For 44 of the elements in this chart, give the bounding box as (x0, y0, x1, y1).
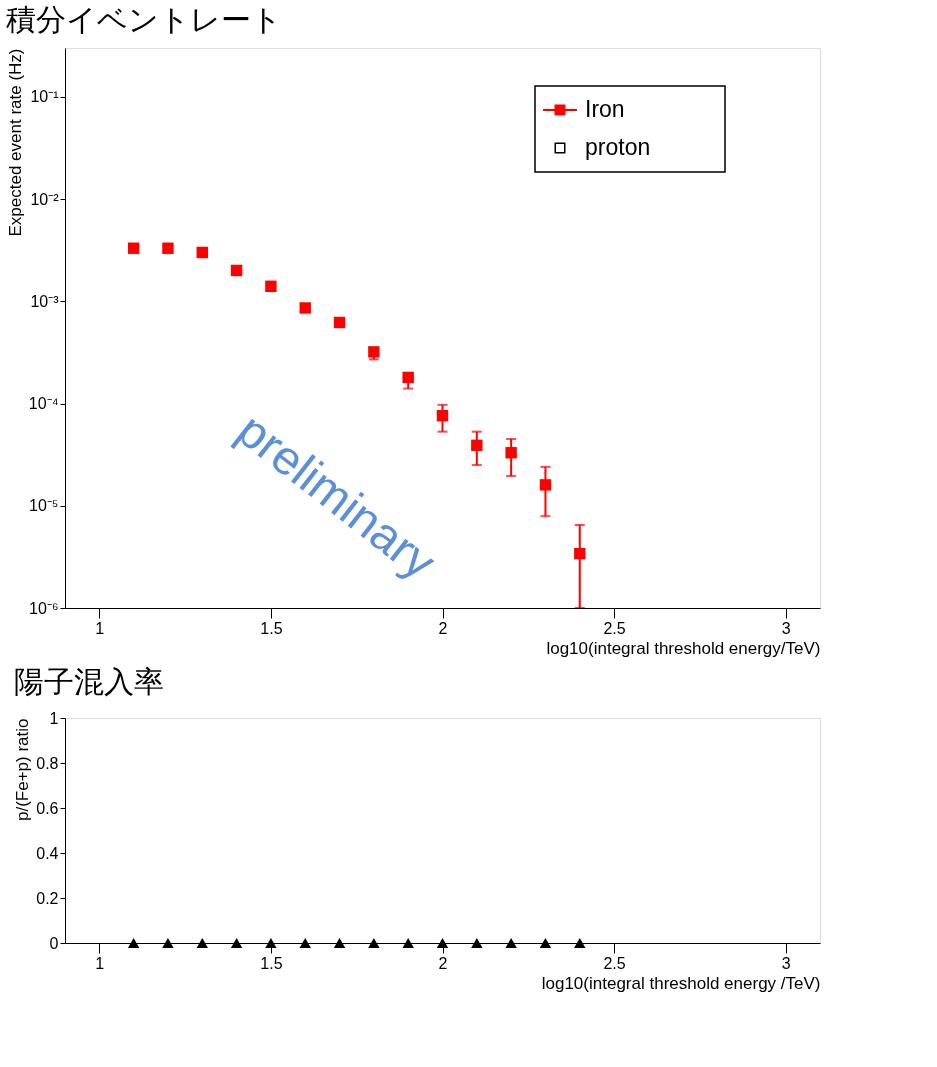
x-tick-label: 2 (438, 954, 448, 972)
legend-label: proton (585, 134, 651, 160)
y-tick-label: 10⁻⁴ (28, 395, 59, 413)
legend-label: Iron (585, 96, 625, 122)
point (368, 346, 380, 358)
point (505, 447, 517, 459)
x-tick-label: 1 (95, 954, 105, 972)
y-tick-label: 10⁻⁵ (29, 497, 59, 515)
x-tick-label: 2 (438, 619, 448, 637)
point (127, 242, 140, 254)
point (299, 302, 311, 314)
point (471, 439, 483, 452)
point (539, 479, 552, 491)
y-axis-title: p/(Fe+p) ratio (13, 718, 33, 822)
point (436, 410, 449, 422)
x-axis-title: log10(integral threshold energy /TeV) (541, 973, 821, 993)
y-tick-label: 10⁻² (30, 190, 60, 208)
y-tick-label: 1 (49, 709, 59, 727)
y-tick-label: 0.6 (36, 799, 59, 817)
x-axis-title: log10(integral threshold energy/TeV) (546, 638, 821, 658)
y-tick-label: 0.8 (36, 754, 59, 772)
x-tick-label: 2.5 (603, 619, 626, 637)
point (265, 280, 277, 293)
point (402, 371, 414, 384)
chart-title: 積分イベントレート (6, 3, 283, 36)
point (162, 242, 174, 254)
point (230, 264, 243, 277)
y-tick-label: 10⁻⁶ (29, 599, 59, 617)
point (333, 316, 346, 329)
y-axis-title: Expected event rate (Hz) (5, 48, 25, 237)
chart-title: 陽子混入率 (13, 665, 164, 698)
y-tick-label: 0.2 (36, 889, 59, 907)
x-tick-label: 1.5 (260, 619, 283, 637)
x-tick-label: 3 (781, 954, 791, 972)
y-tick-label: 10⁻¹ (30, 88, 59, 106)
y-tick-label: 0.4 (36, 844, 59, 862)
x-tick-label: 1.5 (260, 954, 283, 972)
x-tick-label: 2.5 (603, 954, 626, 972)
y-tick-label: 0 (49, 934, 59, 952)
x-tick-label: 1 (95, 619, 105, 637)
point (574, 547, 586, 560)
y-tick-label: 10⁻³ (30, 292, 60, 310)
x-tick-label: 3 (781, 619, 791, 637)
point (196, 246, 208, 259)
